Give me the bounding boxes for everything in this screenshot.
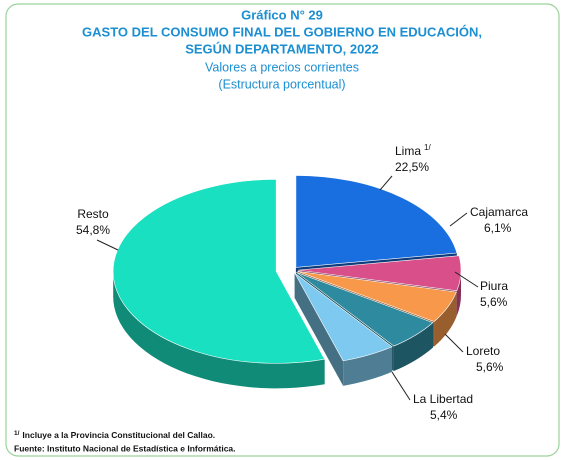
slice bbox=[112, 179, 326, 364]
slice bbox=[295, 175, 458, 268]
slice-wall bbox=[294, 273, 344, 386]
chart-subtitle: (Estructura porcentual) bbox=[218, 77, 345, 91]
pie bbox=[112, 175, 462, 389]
value-label: 5,6% bbox=[480, 295, 508, 309]
value-label: 22,5% bbox=[395, 160, 429, 174]
leader-line bbox=[444, 333, 464, 353]
slice-side bbox=[343, 346, 393, 386]
chart-title: SEGÚN DEPARTAMENTO, 2022 bbox=[185, 41, 379, 56]
chart-title: GASTO DEL CONSUMO FINAL DEL GOBIERNO EN … bbox=[82, 24, 482, 39]
footnote-text: Incluye a la Provincia Constitucional de… bbox=[22, 430, 215, 440]
leader-line bbox=[454, 271, 479, 288]
category-name: Piura bbox=[480, 279, 508, 293]
value-label: 5,4% bbox=[430, 408, 458, 422]
category-label: Lima 1/ bbox=[395, 143, 431, 158]
leader-line bbox=[379, 175, 393, 191]
slice-side bbox=[434, 291, 457, 347]
footnote-marker: 1/ bbox=[14, 430, 20, 437]
chart-subtitle: Valores a precios corrientes bbox=[205, 60, 359, 74]
labels: Lima 1/22,5% Cajamarca 6,1% Piura 5,6% Loreto 5… bbox=[76, 143, 528, 422]
category-name: Loreto bbox=[466, 344, 500, 358]
category-label: Loreto bbox=[466, 344, 500, 358]
slice bbox=[297, 271, 457, 322]
category-name: Lima bbox=[395, 144, 421, 158]
leader-line bbox=[449, 212, 468, 227]
slice bbox=[294, 272, 393, 362]
leader-line bbox=[96, 239, 119, 251]
source: Fuente: Instituto Nacional de Estadístic… bbox=[14, 443, 236, 453]
category-label: La Libertad bbox=[413, 392, 473, 406]
value-label: 5,6% bbox=[476, 360, 504, 374]
category-name: La Libertad bbox=[413, 392, 473, 406]
chart-title: Gráfico N° 29 bbox=[241, 7, 323, 22]
value-label: 6,1% bbox=[484, 221, 512, 235]
category-label: Piura bbox=[480, 279, 508, 293]
leader-line bbox=[391, 371, 411, 401]
category-name: Resto bbox=[77, 207, 109, 221]
footnote: 1/Incluye a la Provincia Constitucional … bbox=[14, 430, 215, 441]
slice bbox=[297, 255, 462, 292]
slice-side bbox=[393, 322, 433, 372]
footnote-marker: 1/ bbox=[424, 143, 431, 152]
category-label: Cajamarca bbox=[470, 205, 528, 219]
value-label: 54,8% bbox=[76, 223, 110, 237]
slice bbox=[296, 272, 434, 347]
category-name: Cajamarca bbox=[470, 205, 528, 219]
slice-side bbox=[113, 271, 325, 389]
category-label: Resto bbox=[77, 207, 109, 221]
